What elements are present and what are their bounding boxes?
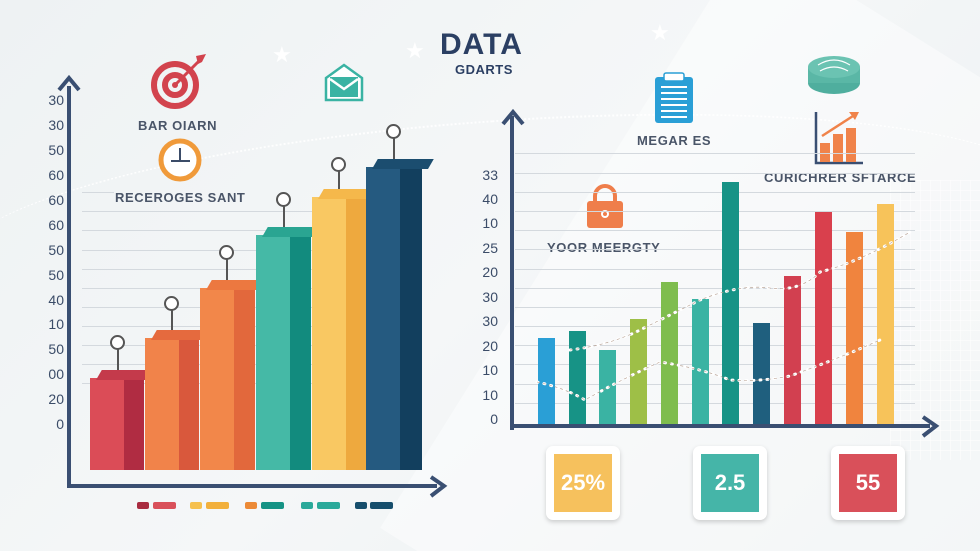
y-tick: 0 xyxy=(56,416,64,432)
y-axis-left xyxy=(67,86,71,486)
y-tick: 50 xyxy=(48,341,64,357)
clock-icon xyxy=(157,137,205,183)
bar-11 xyxy=(846,232,863,424)
y-tick: 50 xyxy=(48,267,64,283)
y-axis-arrow-icon xyxy=(57,74,81,92)
bar-7 xyxy=(722,182,739,424)
background-grid xyxy=(890,180,980,460)
growth-chart-icon xyxy=(813,110,865,166)
y-tick: 30 xyxy=(48,92,64,108)
clipboard-icon xyxy=(654,72,696,124)
bar-1 xyxy=(90,370,156,470)
y-tick: 10 xyxy=(482,215,498,231)
lock-icon xyxy=(585,184,625,230)
y-tick: 40 xyxy=(482,191,498,207)
page-title: DATA xyxy=(440,28,523,61)
bar-1 xyxy=(538,338,555,424)
chart-label-lock: YOOR MEERGTY xyxy=(547,240,661,255)
y-tick: 30 xyxy=(482,313,498,329)
bar-4 xyxy=(256,227,323,470)
target-icon xyxy=(150,52,210,110)
bar-5 xyxy=(312,189,379,470)
x-axis-arrow-icon xyxy=(429,475,448,498)
y-tick: 50 xyxy=(48,142,64,158)
y-tick: 00 xyxy=(48,366,64,382)
y-tick: 60 xyxy=(48,217,64,233)
x-axis-right xyxy=(510,424,930,428)
bar-9 xyxy=(784,276,801,424)
y-tick: 40 xyxy=(48,292,64,308)
y-tick: 30 xyxy=(482,289,498,305)
star-icon: ★ xyxy=(272,42,292,67)
page-subtitle: GDARTS xyxy=(455,62,513,77)
stat-card-2: 2.5 xyxy=(693,446,767,520)
stat-card-1: 25% xyxy=(546,446,620,520)
bar-12 xyxy=(877,204,894,424)
chart-label-clipboard: MEGAR ES xyxy=(637,133,712,148)
y-axis-arrow-icon xyxy=(501,108,525,126)
star-icon: ★ xyxy=(405,38,425,63)
database-icon xyxy=(806,53,864,97)
y-tick: 20 xyxy=(482,264,498,280)
y-tick: 30 xyxy=(48,117,64,133)
chart-label-mid: RECEROGES SANT xyxy=(115,190,246,205)
bar-6 xyxy=(366,159,434,470)
y-tick: 50 xyxy=(48,242,64,258)
bar-2 xyxy=(569,331,586,424)
bar-5 xyxy=(661,282,678,424)
star-icon: ★ xyxy=(650,20,670,45)
y-tick: 10 xyxy=(48,316,64,332)
x-axis-left xyxy=(67,484,437,488)
stat-value: 2.5 xyxy=(701,454,759,512)
y-tick: 33 xyxy=(482,167,498,183)
y-tick: 60 xyxy=(48,167,64,183)
y-axis-right xyxy=(510,116,514,430)
y-tick: 0 xyxy=(490,411,498,427)
bar-3 xyxy=(200,280,267,470)
stat-card-3: 55 xyxy=(831,446,905,520)
y-tick: 25 xyxy=(482,240,498,256)
bar-10 xyxy=(815,212,832,424)
bar-2 xyxy=(145,330,211,470)
bar-8 xyxy=(753,323,770,424)
envelope-icon xyxy=(324,62,364,102)
y-tick: 20 xyxy=(482,338,498,354)
y-tick: 20 xyxy=(48,391,64,407)
y-tick: 10 xyxy=(482,387,498,403)
y-tick: 10 xyxy=(482,362,498,378)
stat-value: 25% xyxy=(554,454,612,512)
stat-value: 55 xyxy=(839,454,897,512)
x-axis-arrow-icon xyxy=(921,415,940,438)
bar-6 xyxy=(692,299,709,424)
chart-label-top: BAR OIARN xyxy=(138,118,218,133)
y-tick: 60 xyxy=(48,192,64,208)
